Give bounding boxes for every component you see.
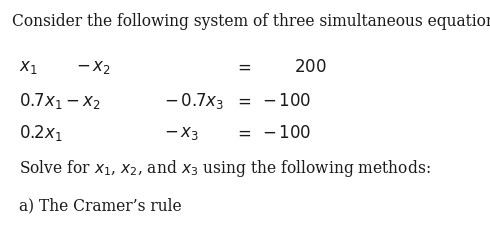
- Text: $0.2x_1$: $0.2x_1$: [19, 123, 62, 143]
- Text: $-\,100$: $-\,100$: [262, 124, 311, 141]
- Text: $=$: $=$: [234, 93, 251, 109]
- Text: $x_1$: $x_1$: [19, 59, 37, 75]
- Text: $=$: $=$: [234, 59, 251, 75]
- Text: $-\,100$: $-\,100$: [262, 93, 311, 109]
- Text: $=$: $=$: [234, 124, 251, 141]
- Text: $-\,0.7x_3$: $-\,0.7x_3$: [164, 91, 224, 111]
- Text: Consider the following system of three simultaneous equations: Consider the following system of three s…: [12, 12, 490, 30]
- Text: $-\,x_3$: $-\,x_3$: [164, 124, 199, 141]
- Text: $-\,x_2$: $-\,x_2$: [76, 59, 111, 75]
- Text: a) The Cramer’s rule: a) The Cramer’s rule: [19, 197, 181, 214]
- Text: $200$: $200$: [294, 59, 327, 75]
- Text: $0.7x_1 - x_2$: $0.7x_1 - x_2$: [19, 91, 100, 111]
- Text: Solve for $x_1$, $x_2$, and $x_3$ using the following methods:: Solve for $x_1$, $x_2$, and $x_3$ using …: [19, 158, 430, 178]
